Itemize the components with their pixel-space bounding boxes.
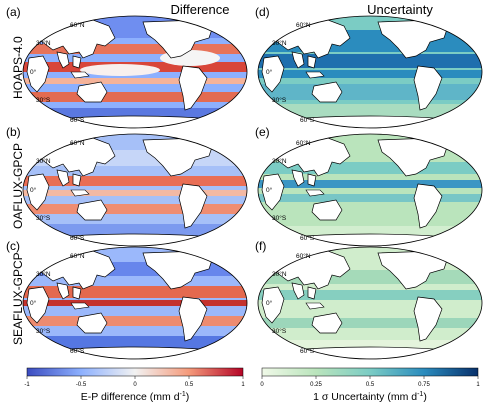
colorbar-uncertainty-tick: 1 <box>476 382 480 388</box>
lat-label-60s: 60°S <box>300 234 315 242</box>
colorbar-uncertainty: 0 0.25 0.5 0.75 1 1 σ Uncertainty (mm d-… <box>260 367 480 403</box>
lat-label-30s: 30°S <box>36 96 51 104</box>
panel-letter-e: (e) <box>255 125 270 139</box>
colorbar-difference: -1 -0.5 0 0.5 1 E-P difference (mm d-1) <box>24 367 245 403</box>
colorbar-difference-label: E-P difference (mm d-1) <box>81 391 190 403</box>
lat-label-60s: 60°S <box>300 347 315 355</box>
lat-label-30n: 30°N <box>272 157 287 165</box>
lat-label-30s: 30°S <box>36 214 51 222</box>
panel-c-difference-seaflux <box>22 246 248 360</box>
lat-label-30n: 30°N <box>36 157 51 165</box>
lat-label-eq: 0° <box>30 186 37 194</box>
lat-label-60n: 60°N <box>70 252 85 260</box>
lat-label-30n: 30°N <box>36 270 51 278</box>
lat-label-30s: 30°S <box>272 327 287 335</box>
lat-label-eq: 0° <box>266 299 273 307</box>
lat-label-60n: 60°N <box>296 21 311 29</box>
panel-letter-a: (a) <box>6 5 21 19</box>
column-title-uncertainty: Uncertainty <box>367 2 433 17</box>
column-title-difference: Difference <box>170 2 230 17</box>
colorbar-difference-tick: 0.5 <box>185 382 194 388</box>
colorbar-uncertainty-tick: 0.75 <box>418 382 430 388</box>
panel-letter-b: (b) <box>6 125 21 139</box>
lat-label-eq: 0° <box>266 68 273 76</box>
colorbar-difference-tick: -1 <box>24 382 30 388</box>
panel-d-uncertainty-hoaps <box>257 15 483 129</box>
lat-label-30s: 30°S <box>36 327 51 335</box>
colorbar-uncertainty-tick: 0.5 <box>366 382 375 388</box>
lat-label-60s: 60°S <box>70 116 85 124</box>
lat-label-eq: 0° <box>266 186 273 194</box>
lat-label-60n: 60°N <box>296 139 311 147</box>
panel-f-uncertainty-seaflux <box>257 246 483 360</box>
colorbar-uncertainty-tick: 0.25 <box>310 382 322 388</box>
panel-b-difference-oaflux <box>22 133 248 247</box>
lat-label-30n: 30°N <box>272 270 287 278</box>
lat-label-30s: 30°S <box>272 214 287 222</box>
lat-label-60n: 60°N <box>296 252 311 260</box>
panel-a-difference-hoaps <box>22 15 248 129</box>
lat-label-eq: 0° <box>30 68 37 76</box>
panel-letter-c: (c) <box>6 239 20 253</box>
lat-label-60s: 60°S <box>70 234 85 242</box>
lat-label-eq: 0° <box>30 299 37 307</box>
lat-label-30n: 30°N <box>272 39 287 47</box>
panel-letter-f: (f) <box>255 239 266 253</box>
lat-label-30s: 30°S <box>272 96 287 104</box>
colorbar-difference-tick: -0.5 <box>76 382 87 388</box>
colorbar-uncertainty-label: 1 σ Uncertainty (mm d-1) <box>313 391 427 403</box>
lat-label-60s: 60°S <box>70 347 85 355</box>
colorbar-uncertainty-tick: 0 <box>260 382 264 388</box>
lat-label-60n: 60°N <box>70 139 85 147</box>
lat-label-60n: 60°N <box>70 21 85 29</box>
panel-e-uncertainty-oaflux <box>257 133 483 247</box>
lat-label-60s: 60°S <box>300 116 315 124</box>
panel-letter-d: (d) <box>255 5 270 19</box>
colorbar-difference-tick: 1 <box>241 382 245 388</box>
colorbar-difference-tick: 0 <box>133 382 137 388</box>
lat-label-30n: 30°N <box>36 39 51 47</box>
